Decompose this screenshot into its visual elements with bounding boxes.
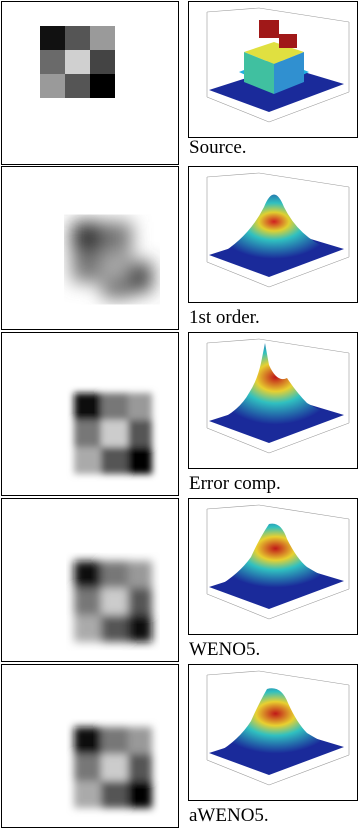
source-surface-plot — [188, 1, 358, 138]
caption-weno5: WENO5. — [189, 639, 261, 660]
error-comp-grayscale-image — [1, 332, 179, 496]
error-comp-surface-plot — [188, 332, 358, 469]
weno5-surface-plot — [188, 498, 358, 635]
caption-source: Source. — [189, 137, 247, 158]
first-order-surface-plot — [188, 166, 358, 303]
caption-error-comp: Error comp. — [189, 473, 281, 494]
first-order-grayscale-image — [1, 166, 179, 330]
aweno5-surface-plot — [188, 664, 358, 801]
caption-first-order: 1st order. — [189, 307, 260, 328]
aweno5-grayscale-image — [1, 664, 179, 828]
caption-aweno5: aWENO5. — [189, 805, 269, 826]
source-grayscale-image — [1, 1, 179, 165]
weno5-grayscale-image — [1, 498, 179, 662]
